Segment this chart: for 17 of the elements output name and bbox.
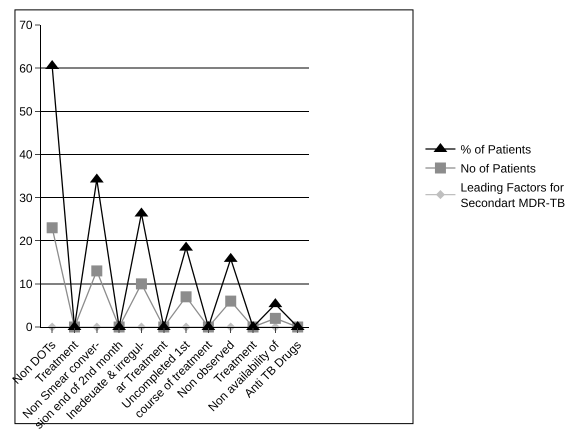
point [91,265,102,276]
point [136,278,147,290]
legend-label: No of Patients [460,162,536,176]
y-tick-label: 30 [19,190,33,205]
y-tick-label: 40 [19,148,33,162]
y-tick-label: 0 [26,320,33,334]
point [46,222,58,234]
legend-label: % of Patients [460,142,532,157]
point [180,291,192,302]
y-tick-label: 10 [19,277,33,292]
y-tick-label: 60 [19,61,33,76]
point [270,312,281,324]
legend-label: Leading Factors for Secondart MDR-TB [460,180,566,210]
y-tick-label: 20 [19,234,33,248]
y-tick-label: 70 [19,18,33,32]
point [225,296,236,307]
y-tick-label: 50 [19,104,33,118]
